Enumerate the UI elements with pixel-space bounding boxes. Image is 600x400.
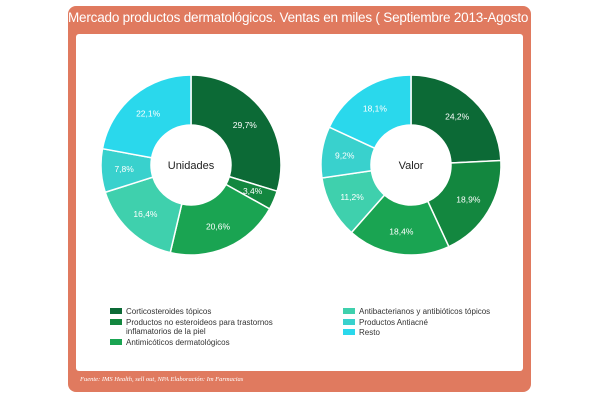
slice-value-label: 22,1% [136,109,161,119]
slice-value-label: 3,4% [243,186,263,196]
donut-valor: 24,2% 18,9% 18,4% 11,2% 9,2% 18,1% Valor [320,74,502,256]
legend-right: Antibacterianos y antibióticos tópicos P… [343,307,529,339]
legend-label: Antimicóticos dermatológicos [126,337,230,347]
slice-value-label: 11,2% [340,192,364,202]
legend-item-antimicoticos: Antimicóticos dermatológicos [110,338,296,348]
donut-unidades: 29,7% 3,4% 20,6% 16,4% 7,8% 22,1% Unidades [100,74,282,256]
legend-swatch [110,318,122,325]
slice-value-label: 20,6% [206,221,231,231]
donut-slice [410,74,502,164]
legend-swatch [110,308,122,314]
donut-slice [169,183,271,256]
legend-item-antiacne: Productos Antiacné [343,318,529,328]
slice-value-label: 18,4% [389,226,414,236]
slice-value-label: 29,7% [233,120,258,130]
donut-center-label: Valor [399,160,424,172]
legend-item-resto: Resto [343,328,529,338]
legend-label: Productos Antiacné [359,317,428,327]
legend-swatch [110,338,122,345]
legend-item-antibacterianos: Antibacterianos y antibióticos tópicos [343,307,529,317]
legend-swatch [343,318,355,325]
slice-value-label: 7,8% [114,164,134,174]
donut-center-label: Unidades [168,160,215,172]
legend-left: Corticosteroides tópicos Productos no es… [110,307,296,348]
slice-value-label: 18,9% [456,195,481,205]
slice-value-label: 16,4% [133,209,158,219]
legend-swatch [343,329,355,335]
legend-label: Corticosteroides tópicos [126,307,212,316]
legend-swatch [343,308,355,314]
donut-slice [101,74,192,159]
legend-label: Resto [359,328,380,337]
legend-item-no-esteroideos: Productos no esteroideos para trastornos… [110,318,296,337]
slice-value-label: 24,2% [445,111,470,121]
legend-label: Productos no esteroideos para trastornos… [126,317,273,337]
legend-item-corticosteroides: Corticosteroides tópicos [110,307,296,317]
donut-slice [350,193,450,256]
source-note: Fuente: IMS Health, sell out, NPA Elabor… [80,376,244,383]
slice-value-label: 9,2% [335,150,355,160]
donut-slice [328,74,412,150]
donut-slice [190,74,282,193]
slice-value-label: 18,1% [363,104,388,114]
chart-title: Mercado productos dermatológicos. Ventas… [68,10,569,25]
legend-label: Antibacterianos y antibióticos tópicos [359,307,491,316]
